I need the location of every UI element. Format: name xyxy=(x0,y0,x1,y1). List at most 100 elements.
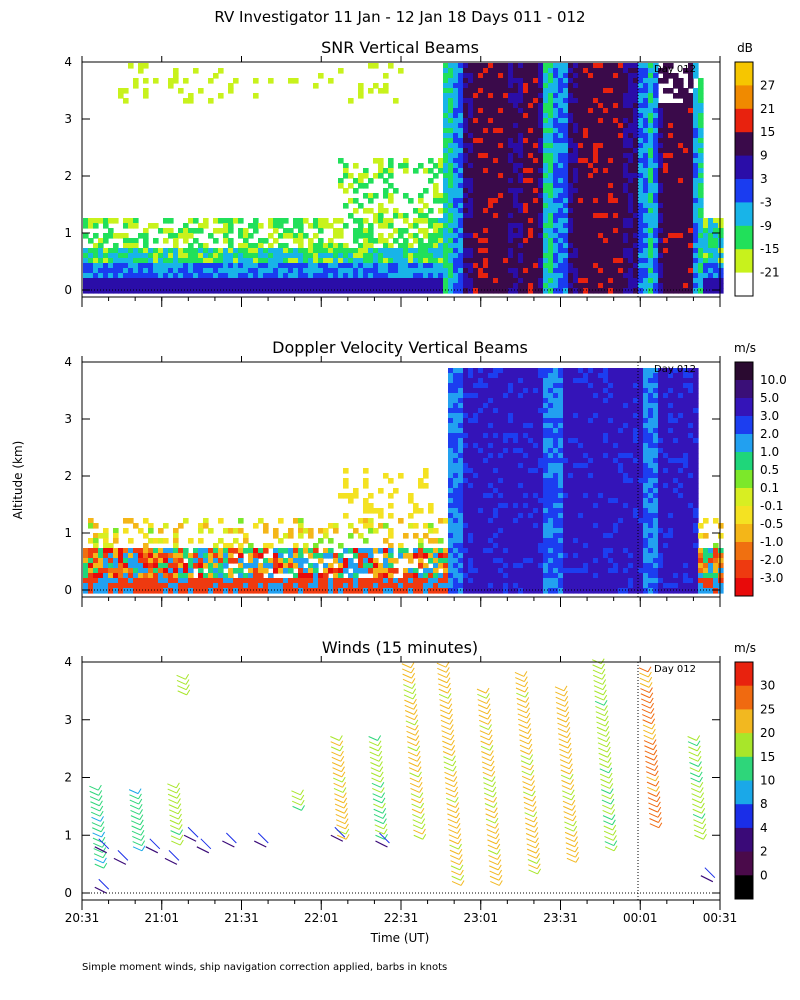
field-cell xyxy=(508,158,514,164)
field-cell xyxy=(463,413,469,419)
field-cell xyxy=(363,208,369,214)
field-cell xyxy=(538,158,544,164)
field-cell xyxy=(493,188,499,194)
field-cell xyxy=(493,73,499,79)
field-cell xyxy=(638,213,644,219)
field-cell xyxy=(653,73,659,79)
field-cell xyxy=(473,418,479,424)
field-cell xyxy=(463,383,469,389)
field-cell xyxy=(513,543,519,549)
field-cell xyxy=(448,533,454,539)
field-cell xyxy=(658,278,664,284)
field-cell xyxy=(453,388,459,394)
field-cell xyxy=(493,128,499,134)
field-cell xyxy=(433,253,439,259)
field-cell xyxy=(368,583,374,589)
field-cell xyxy=(338,248,344,254)
field-cell xyxy=(228,583,234,589)
field-cell xyxy=(518,388,524,394)
field-cell xyxy=(473,113,479,119)
field-cell xyxy=(433,268,439,274)
field-cell xyxy=(518,513,524,519)
field-cell xyxy=(483,488,489,494)
field-cell xyxy=(458,123,464,129)
field-cell xyxy=(513,158,519,164)
field-cell xyxy=(503,243,509,249)
field-cell xyxy=(178,258,184,264)
field-cell xyxy=(638,228,644,234)
field-cell xyxy=(553,148,559,154)
y-tick-label: 4 xyxy=(64,55,72,69)
field-cell xyxy=(478,523,484,529)
field-cell xyxy=(158,278,164,284)
field-cell xyxy=(413,168,419,174)
field-cell xyxy=(708,283,714,289)
field-cell xyxy=(513,208,519,214)
field-cell xyxy=(353,233,359,239)
field-cell xyxy=(508,283,514,289)
field-cell xyxy=(463,508,469,514)
field-cell xyxy=(213,553,219,559)
field-cell xyxy=(683,93,689,99)
field-cell xyxy=(603,193,609,199)
field-cell xyxy=(563,258,569,264)
field-cell xyxy=(383,178,389,184)
field-cell xyxy=(93,573,99,579)
field-cell xyxy=(298,558,304,564)
field-cell xyxy=(493,258,499,264)
field-cell xyxy=(303,283,309,289)
field-cell xyxy=(283,588,289,594)
field-cell xyxy=(478,463,484,469)
field-cell xyxy=(443,98,449,104)
field-cell xyxy=(493,463,499,469)
field-cell xyxy=(133,283,139,289)
field-cell xyxy=(108,543,114,549)
field-cell xyxy=(488,538,494,544)
field-cell xyxy=(263,588,269,594)
field-cell xyxy=(488,223,494,229)
field-cell xyxy=(463,178,469,184)
field-cell xyxy=(288,253,294,259)
field-cell xyxy=(378,568,384,574)
field-cell xyxy=(463,108,469,114)
field-cell xyxy=(108,273,114,279)
field-cell xyxy=(563,133,569,139)
field-cell xyxy=(668,138,674,144)
field-cell xyxy=(493,433,499,439)
field-cell xyxy=(473,248,479,254)
field-cell xyxy=(458,533,464,539)
field-cell xyxy=(583,198,589,204)
field-cell xyxy=(668,73,674,79)
field-cell xyxy=(423,588,429,594)
field-cell xyxy=(378,163,384,169)
colorbar-swatch xyxy=(735,179,753,203)
field-cell xyxy=(643,243,649,249)
field-cell xyxy=(583,208,589,214)
field-cell xyxy=(498,68,504,74)
field-cell xyxy=(303,248,309,254)
field-cell xyxy=(553,123,559,129)
field-cell xyxy=(683,183,689,189)
field-cell xyxy=(113,573,119,579)
field-cell xyxy=(688,113,694,119)
field-cell xyxy=(628,273,634,279)
field-cell xyxy=(533,108,539,114)
field-cell xyxy=(478,128,484,134)
field-cell xyxy=(588,223,594,229)
field-cell xyxy=(453,213,459,219)
field-cell xyxy=(568,68,574,74)
field-cell xyxy=(268,278,274,284)
field-cell xyxy=(593,203,599,209)
field-cell xyxy=(383,523,389,529)
field-cell xyxy=(228,218,234,224)
field-cell xyxy=(698,188,704,194)
field-cell xyxy=(553,88,559,94)
field-cell xyxy=(538,208,544,214)
field-cell xyxy=(478,563,484,569)
field-cell xyxy=(663,173,669,179)
field-cell xyxy=(503,588,509,594)
field-cell xyxy=(658,218,664,224)
field-cell xyxy=(388,248,394,254)
field-cell xyxy=(188,278,194,284)
field-cell xyxy=(183,273,189,279)
